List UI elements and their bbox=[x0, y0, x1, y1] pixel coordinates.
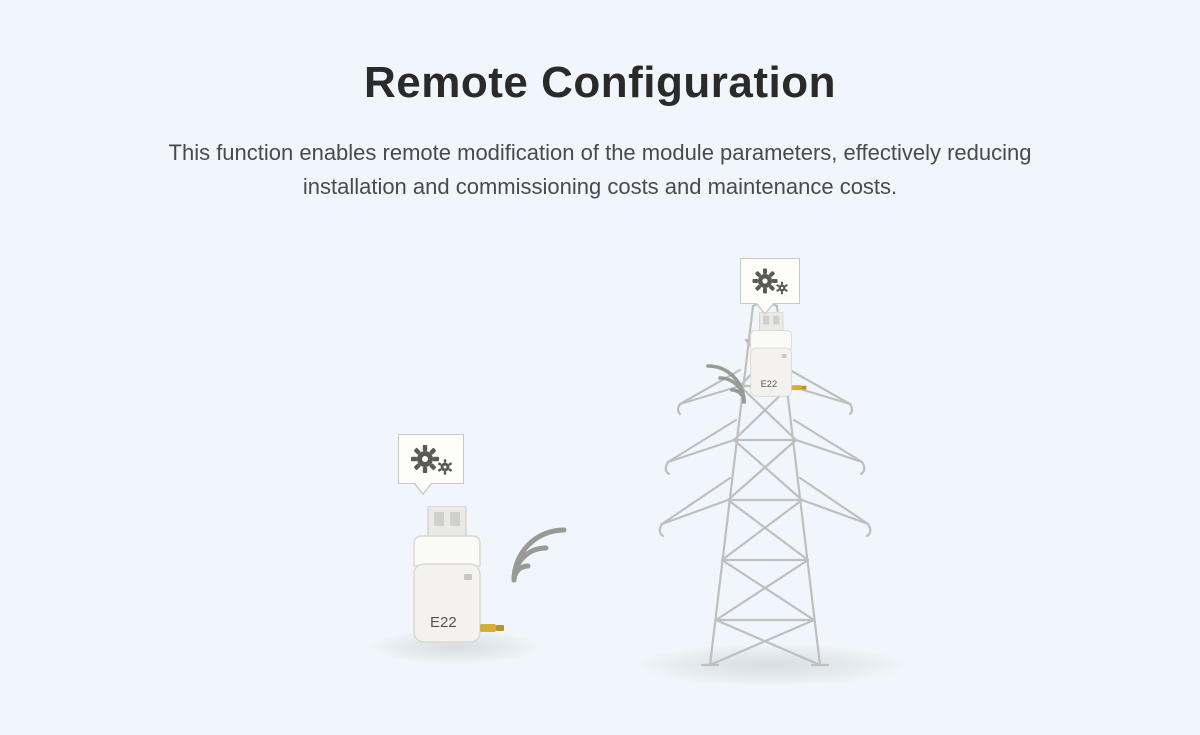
illustration-scene: E22 bbox=[0, 224, 1200, 694]
page-subtitle: This function enables remote modificatio… bbox=[0, 136, 1200, 204]
page-title: Remote Configuration bbox=[0, 0, 1200, 108]
module-right: E22 bbox=[742, 312, 810, 405]
signal-right-icon bbox=[700, 360, 750, 410]
settings-bubble-left bbox=[398, 434, 464, 484]
module-left: E22 bbox=[400, 506, 510, 656]
module-right-label: E22 bbox=[761, 379, 778, 390]
signal-left-icon bbox=[506, 522, 578, 594]
settings-bubble-right bbox=[740, 258, 800, 304]
gear-icon bbox=[399, 435, 465, 485]
gear-icon bbox=[741, 259, 801, 305]
module-left-label: E22 bbox=[430, 614, 457, 631]
